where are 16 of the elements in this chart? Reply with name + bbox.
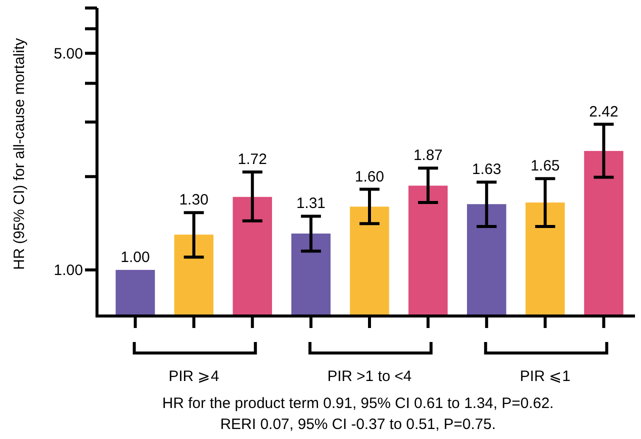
text: RERI 0.07, 95% CI -0.37 to 0.51, P=0.75. — [220, 416, 496, 433]
y-tick-label: 5.00 — [54, 46, 83, 63]
data-label: 1.87 — [413, 147, 443, 164]
data-label: 1.31 — [296, 195, 326, 212]
data-label: 1.63 — [472, 161, 502, 178]
y-axis-title: HR (95% CI) for all-cause mortality — [11, 38, 28, 270]
data-label: 1.60 — [354, 168, 384, 186]
text: HR for the product term 0.91, 95% CI 0.61 to 1.34, P=0.62. — [162, 395, 554, 412]
x-tick-label: PIR ⩽1 — [520, 368, 570, 385]
data-label: 1.00 — [120, 248, 150, 266]
data-label: 1.72 — [238, 150, 267, 168]
data-label: 2.42 — [589, 103, 618, 120]
data-label: 1.30 — [179, 192, 208, 209]
data-label: 1.65 — [530, 158, 560, 175]
x-tick-label: PIR ⩾4 — [168, 368, 220, 385]
x-tick-label: PIR >1 to <4 — [327, 368, 412, 385]
